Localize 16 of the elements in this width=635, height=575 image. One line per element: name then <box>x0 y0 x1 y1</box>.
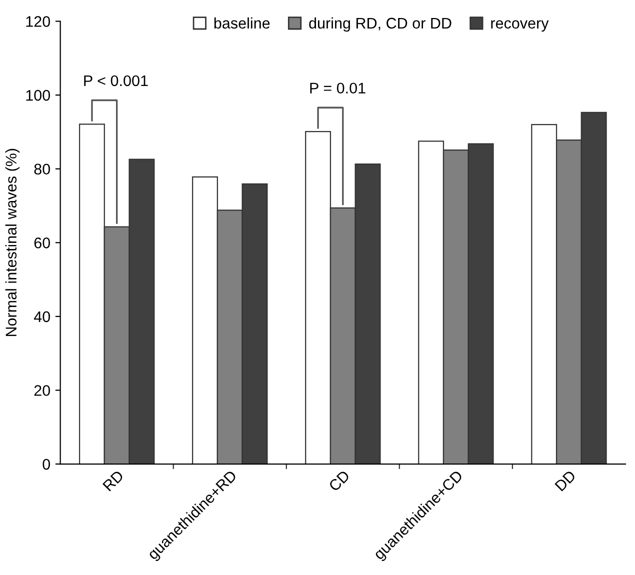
annotation: P < 0.001 <box>84 75 148 86</box>
legend-label: baseline <box>214 17 270 29</box>
y-tick-label: 0 <box>42 458 50 470</box>
y-tick-label: 60 <box>34 238 50 248</box>
y-tick-label: 20 <box>34 385 50 396</box>
y-tick-label: 120 <box>26 16 50 27</box>
x-tick-label: CD <box>328 470 350 492</box>
legend-label: recovery <box>491 20 549 32</box>
y-tick-label: 40 <box>34 311 50 322</box>
x-tick-label: RD <box>102 470 124 492</box>
y-axis-title: Normal intestinal waves (%) <box>5 148 20 336</box>
annotation: P = 0.01 <box>310 82 366 94</box>
y-tick-label: 80 <box>34 164 50 175</box>
y-tick-label: 100 <box>26 90 50 101</box>
legend-label: during RD, CD or DD <box>309 17 452 32</box>
x-tick-label: DD <box>554 470 576 492</box>
